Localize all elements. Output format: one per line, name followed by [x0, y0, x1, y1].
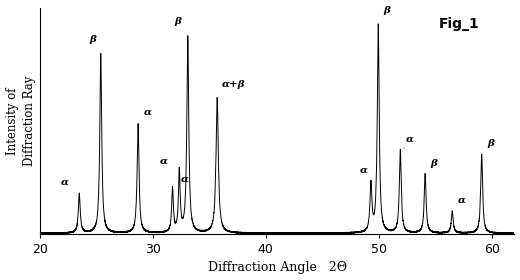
Text: Fig_1: Fig_1	[438, 17, 479, 31]
Text: β: β	[431, 159, 438, 168]
Text: β: β	[487, 139, 494, 148]
Text: β: β	[174, 17, 181, 26]
Text: α: α	[61, 178, 69, 186]
Text: α: α	[160, 157, 167, 166]
Text: β: β	[89, 35, 96, 44]
Text: α: α	[458, 195, 466, 204]
Text: α: α	[359, 166, 368, 175]
Text: α: α	[406, 135, 414, 144]
Text: α: α	[144, 108, 152, 116]
Y-axis label: Intensity of
Diffraction Ray: Intensity of Diffraction Ray	[6, 76, 35, 166]
Text: α+β: α+β	[222, 80, 245, 89]
X-axis label: Diffraction Angle   2Θ: Diffraction Angle 2Θ	[207, 262, 347, 274]
Text: β: β	[383, 6, 390, 15]
Text: α: α	[181, 175, 189, 184]
